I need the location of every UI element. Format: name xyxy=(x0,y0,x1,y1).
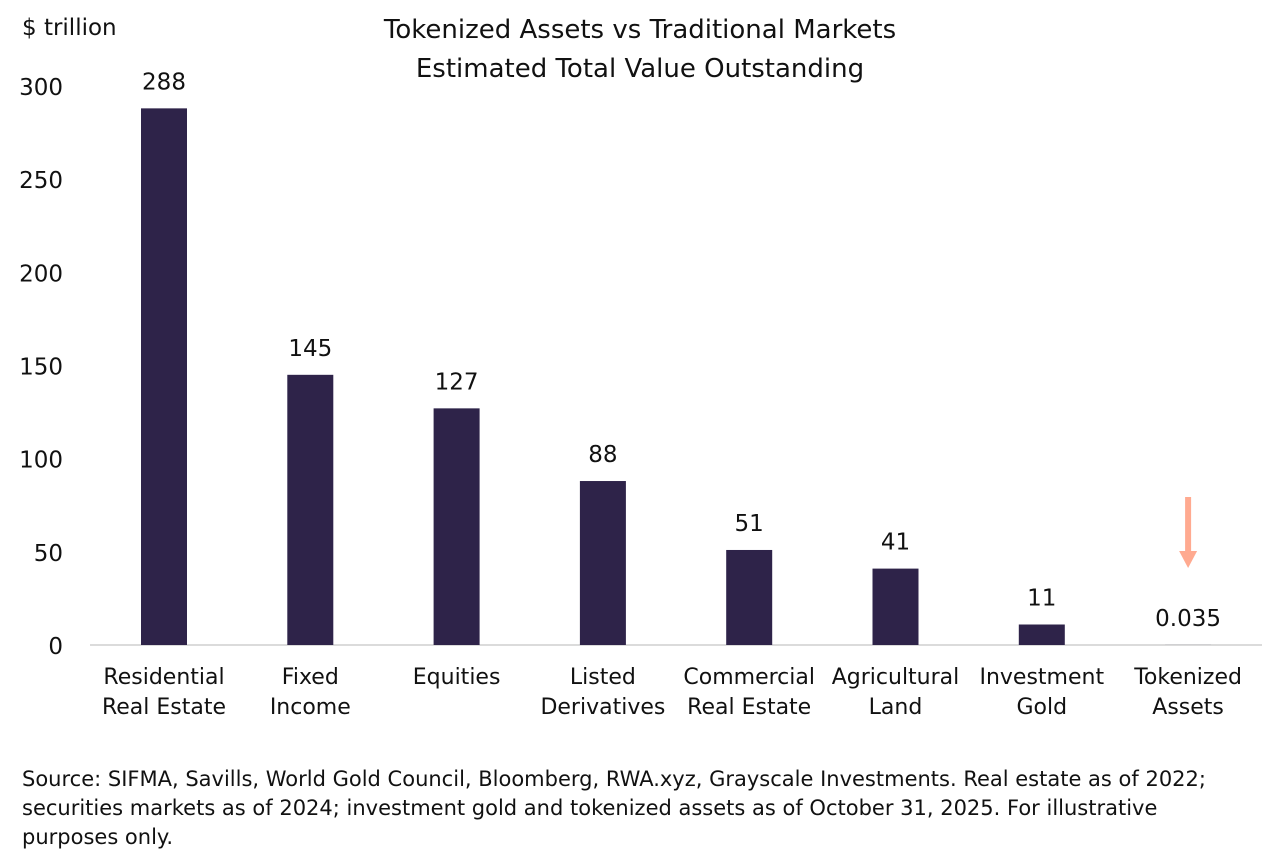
data-label: 288 xyxy=(142,69,186,95)
x-tick-label: Equities xyxy=(413,665,501,690)
y-tick-label: 300 xyxy=(19,75,63,101)
data-label: 127 xyxy=(435,369,479,395)
bar xyxy=(872,568,919,645)
data-label: 41 xyxy=(881,530,910,556)
x-tick-label: Investment Gold xyxy=(979,665,1104,720)
y-tick-label: 150 xyxy=(19,355,63,381)
data-label: 145 xyxy=(288,336,332,362)
bar xyxy=(1018,624,1065,645)
data-label: 51 xyxy=(735,511,764,537)
x-tick-label: Listed Derivatives xyxy=(540,665,665,720)
x-tick-label: Fixed Income xyxy=(270,665,351,720)
y-tick-label: 0 xyxy=(48,634,63,660)
data-label: 88 xyxy=(588,442,617,468)
x-tick-label: Agricultural Land xyxy=(832,665,960,720)
y-tick-label: 200 xyxy=(19,261,63,287)
bar-chart: Tokenized Assets vs Traditional Markets … xyxy=(19,15,1262,720)
y-tick-label: 50 xyxy=(34,541,63,567)
bar xyxy=(141,108,187,646)
down-arrow-icon xyxy=(1179,551,1198,568)
y-tick-label: 250 xyxy=(19,168,63,194)
source-note: Source: SIFMA, Savills, World Gold Counc… xyxy=(22,767,1206,849)
y-tick-label: 100 xyxy=(19,448,63,474)
data-label: 11 xyxy=(1027,586,1056,612)
chart-subtitle: Estimated Total Value Outstanding xyxy=(416,54,864,84)
x-tick-label: Commercial Real Estate xyxy=(683,665,815,720)
x-tick-label: Tokenized Assets xyxy=(1133,665,1242,720)
bar xyxy=(579,481,626,645)
bar xyxy=(726,549,773,645)
x-tick-label: Residential Real Estate xyxy=(102,665,226,720)
chart-title: Tokenized Assets vs Traditional Markets xyxy=(383,15,896,45)
bar xyxy=(433,408,480,645)
bar xyxy=(287,374,334,645)
y-axis-label: $ trillion xyxy=(22,15,117,41)
data-label: 0.035 xyxy=(1155,606,1221,632)
